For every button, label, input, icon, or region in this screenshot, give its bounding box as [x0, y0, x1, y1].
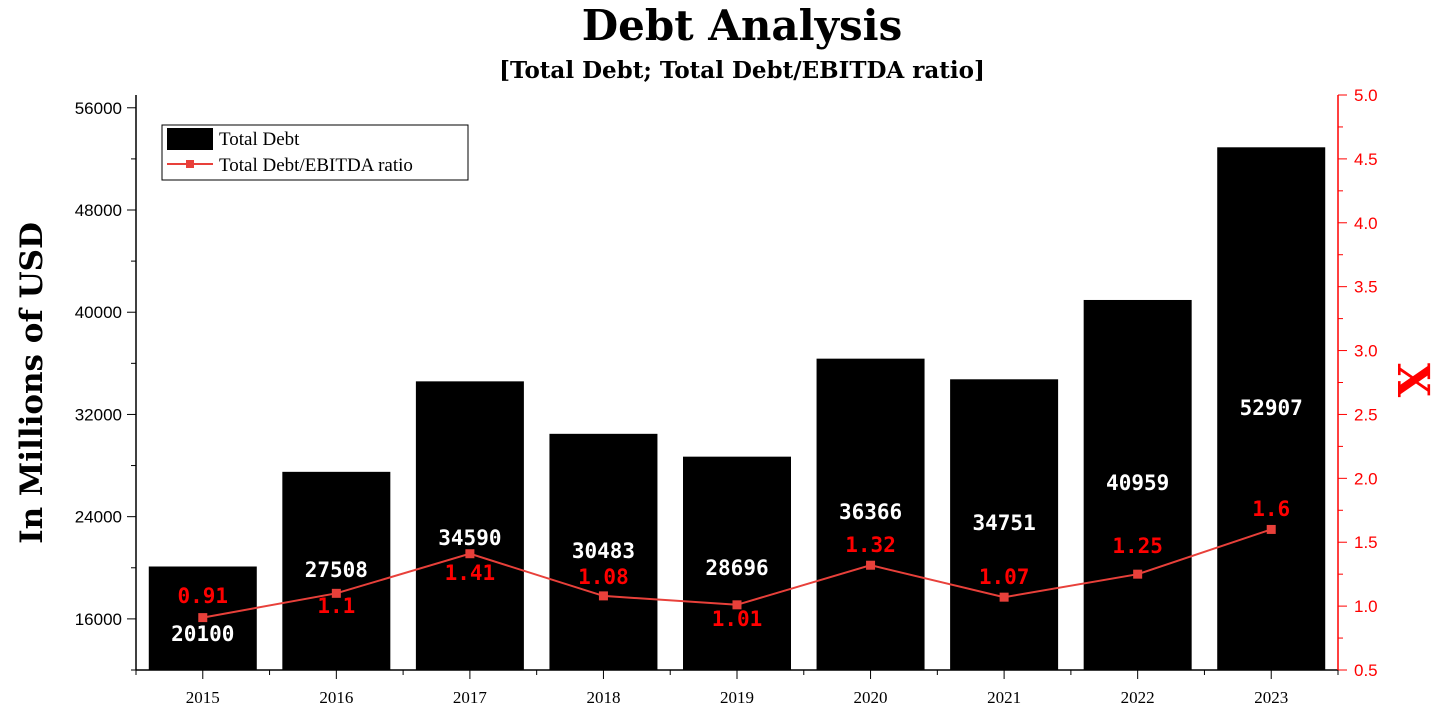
- y2-tick-label-3.0: 3.0: [1354, 342, 1378, 361]
- bar-total-debt-2022: [1083, 299, 1192, 670]
- label-ratio-2017: 1.41: [445, 561, 496, 585]
- x-tick-label-2021: 2021: [987, 688, 1021, 707]
- x-tick-label-2022: 2022: [1121, 688, 1155, 707]
- y-tick-label-24000: 24000: [75, 508, 122, 527]
- y-tick-label-16000: 16000: [75, 610, 122, 629]
- axes-layer: 16000 24000 32000 40000 48000 56000 0.5 1.0 1.5 2…: [75, 86, 1378, 707]
- bar-total-debt-2018: [549, 433, 658, 670]
- label-total-debt-2015: 20100: [171, 622, 234, 646]
- legend-label-ratio: Total Debt/EBITDA ratio: [219, 155, 413, 176]
- label-ratio-2016: 1.1: [317, 594, 355, 618]
- label-total-debt-2016: 27508: [305, 558, 368, 582]
- y2-tick-label-4.5: 4.5: [1354, 150, 1378, 169]
- ratio-point-2022: [1133, 569, 1143, 579]
- chart-title: Debt Analysis: [582, 1, 902, 50]
- ratio-point-2016: [331, 588, 341, 598]
- y2-tick-label-4.0: 4.0: [1354, 214, 1378, 233]
- ratio-point-2020: [866, 560, 876, 570]
- label-ratio-2022: 1.25: [1112, 534, 1163, 558]
- y-axis-title: In Millions of USD: [14, 222, 50, 544]
- label-total-debt-2019: 28696: [705, 556, 768, 580]
- chart-subtitle: [Total Debt; Total Debt/EBITDA ratio]: [499, 57, 985, 84]
- x-tick-label-2017: 2017: [453, 688, 488, 707]
- label-ratio-2019: 1.01: [712, 607, 763, 631]
- legend-label-total-debt: Total Debt: [219, 129, 300, 150]
- y-tick-label-56000: 56000: [75, 99, 122, 118]
- legend-swatch-total-debt: [167, 128, 213, 150]
- label-ratio-2015: 0.91: [177, 584, 228, 608]
- bar-total-debt-2016: [282, 471, 391, 670]
- y2-tick-label-0.5: 0.5: [1354, 661, 1378, 680]
- y-tick-label-40000: 40000: [75, 303, 122, 322]
- x-tick-label-2015: 2015: [186, 688, 220, 707]
- y2-tick-label-3.5: 3.5: [1354, 278, 1378, 297]
- y-tick-label-32000: 32000: [75, 405, 122, 424]
- label-ratio-2021: 1.07: [979, 565, 1030, 589]
- y-tick-label-48000: 48000: [75, 201, 122, 220]
- x-tick-label-2020: 2020: [854, 688, 888, 707]
- x-tick-label-2016: 2016: [319, 688, 353, 707]
- label-ratio-2020: 1.32: [845, 533, 896, 557]
- ratio-point-2023: [1266, 524, 1276, 534]
- data-labels-layer: 20100 27508 34590 30483 28696 36366 34751 40959…: [171, 396, 1303, 646]
- bar-total-debt-2020: [816, 358, 925, 670]
- label-total-debt-2022: 40959: [1106, 471, 1169, 495]
- label-total-debt-2021: 34751: [973, 511, 1036, 535]
- label-ratio-2023: 1.6: [1252, 497, 1290, 521]
- ratio-point-2017: [465, 549, 475, 559]
- y2-axis-title: X: [1387, 363, 1438, 398]
- legend: Total Debt Total Debt/EBITDA ratio: [161, 124, 469, 181]
- legend-swatch-ratio-marker: [186, 160, 194, 168]
- label-total-debt-2017: 34590: [438, 526, 501, 550]
- label-total-debt-2023: 52907: [1240, 396, 1303, 420]
- y2-tick-label-1.0: 1.0: [1354, 597, 1378, 616]
- y2-tick-label-2.0: 2.0: [1354, 469, 1378, 488]
- y2-tick-label-1.5: 1.5: [1354, 533, 1378, 552]
- label-ratio-2018: 1.08: [578, 565, 629, 589]
- ratio-point-2018: [598, 591, 608, 601]
- x-tick-label-2019: 2019: [720, 688, 754, 707]
- bars-layer: [148, 147, 1326, 670]
- bar-total-debt-2023: [1217, 147, 1326, 670]
- x-tick-label-2023: 2023: [1254, 688, 1288, 707]
- ratio-point-2015: [198, 613, 208, 623]
- label-total-debt-2020: 36366: [839, 500, 902, 524]
- bar-total-debt-2019: [683, 456, 791, 670]
- ratio-line-layer: [198, 524, 1276, 623]
- label-total-debt-2018: 30483: [572, 539, 635, 563]
- bar-total-debt-2021: [950, 379, 1059, 670]
- ratio-point-2019: [732, 600, 742, 610]
- y2-tick-label-2.5: 2.5: [1354, 405, 1378, 424]
- x-tick-label-2018: 2018: [586, 688, 620, 707]
- ratio-point-2021: [999, 592, 1009, 602]
- y2-tick-label-5.0: 5.0: [1354, 86, 1378, 105]
- bar-total-debt-2017: [415, 381, 524, 670]
